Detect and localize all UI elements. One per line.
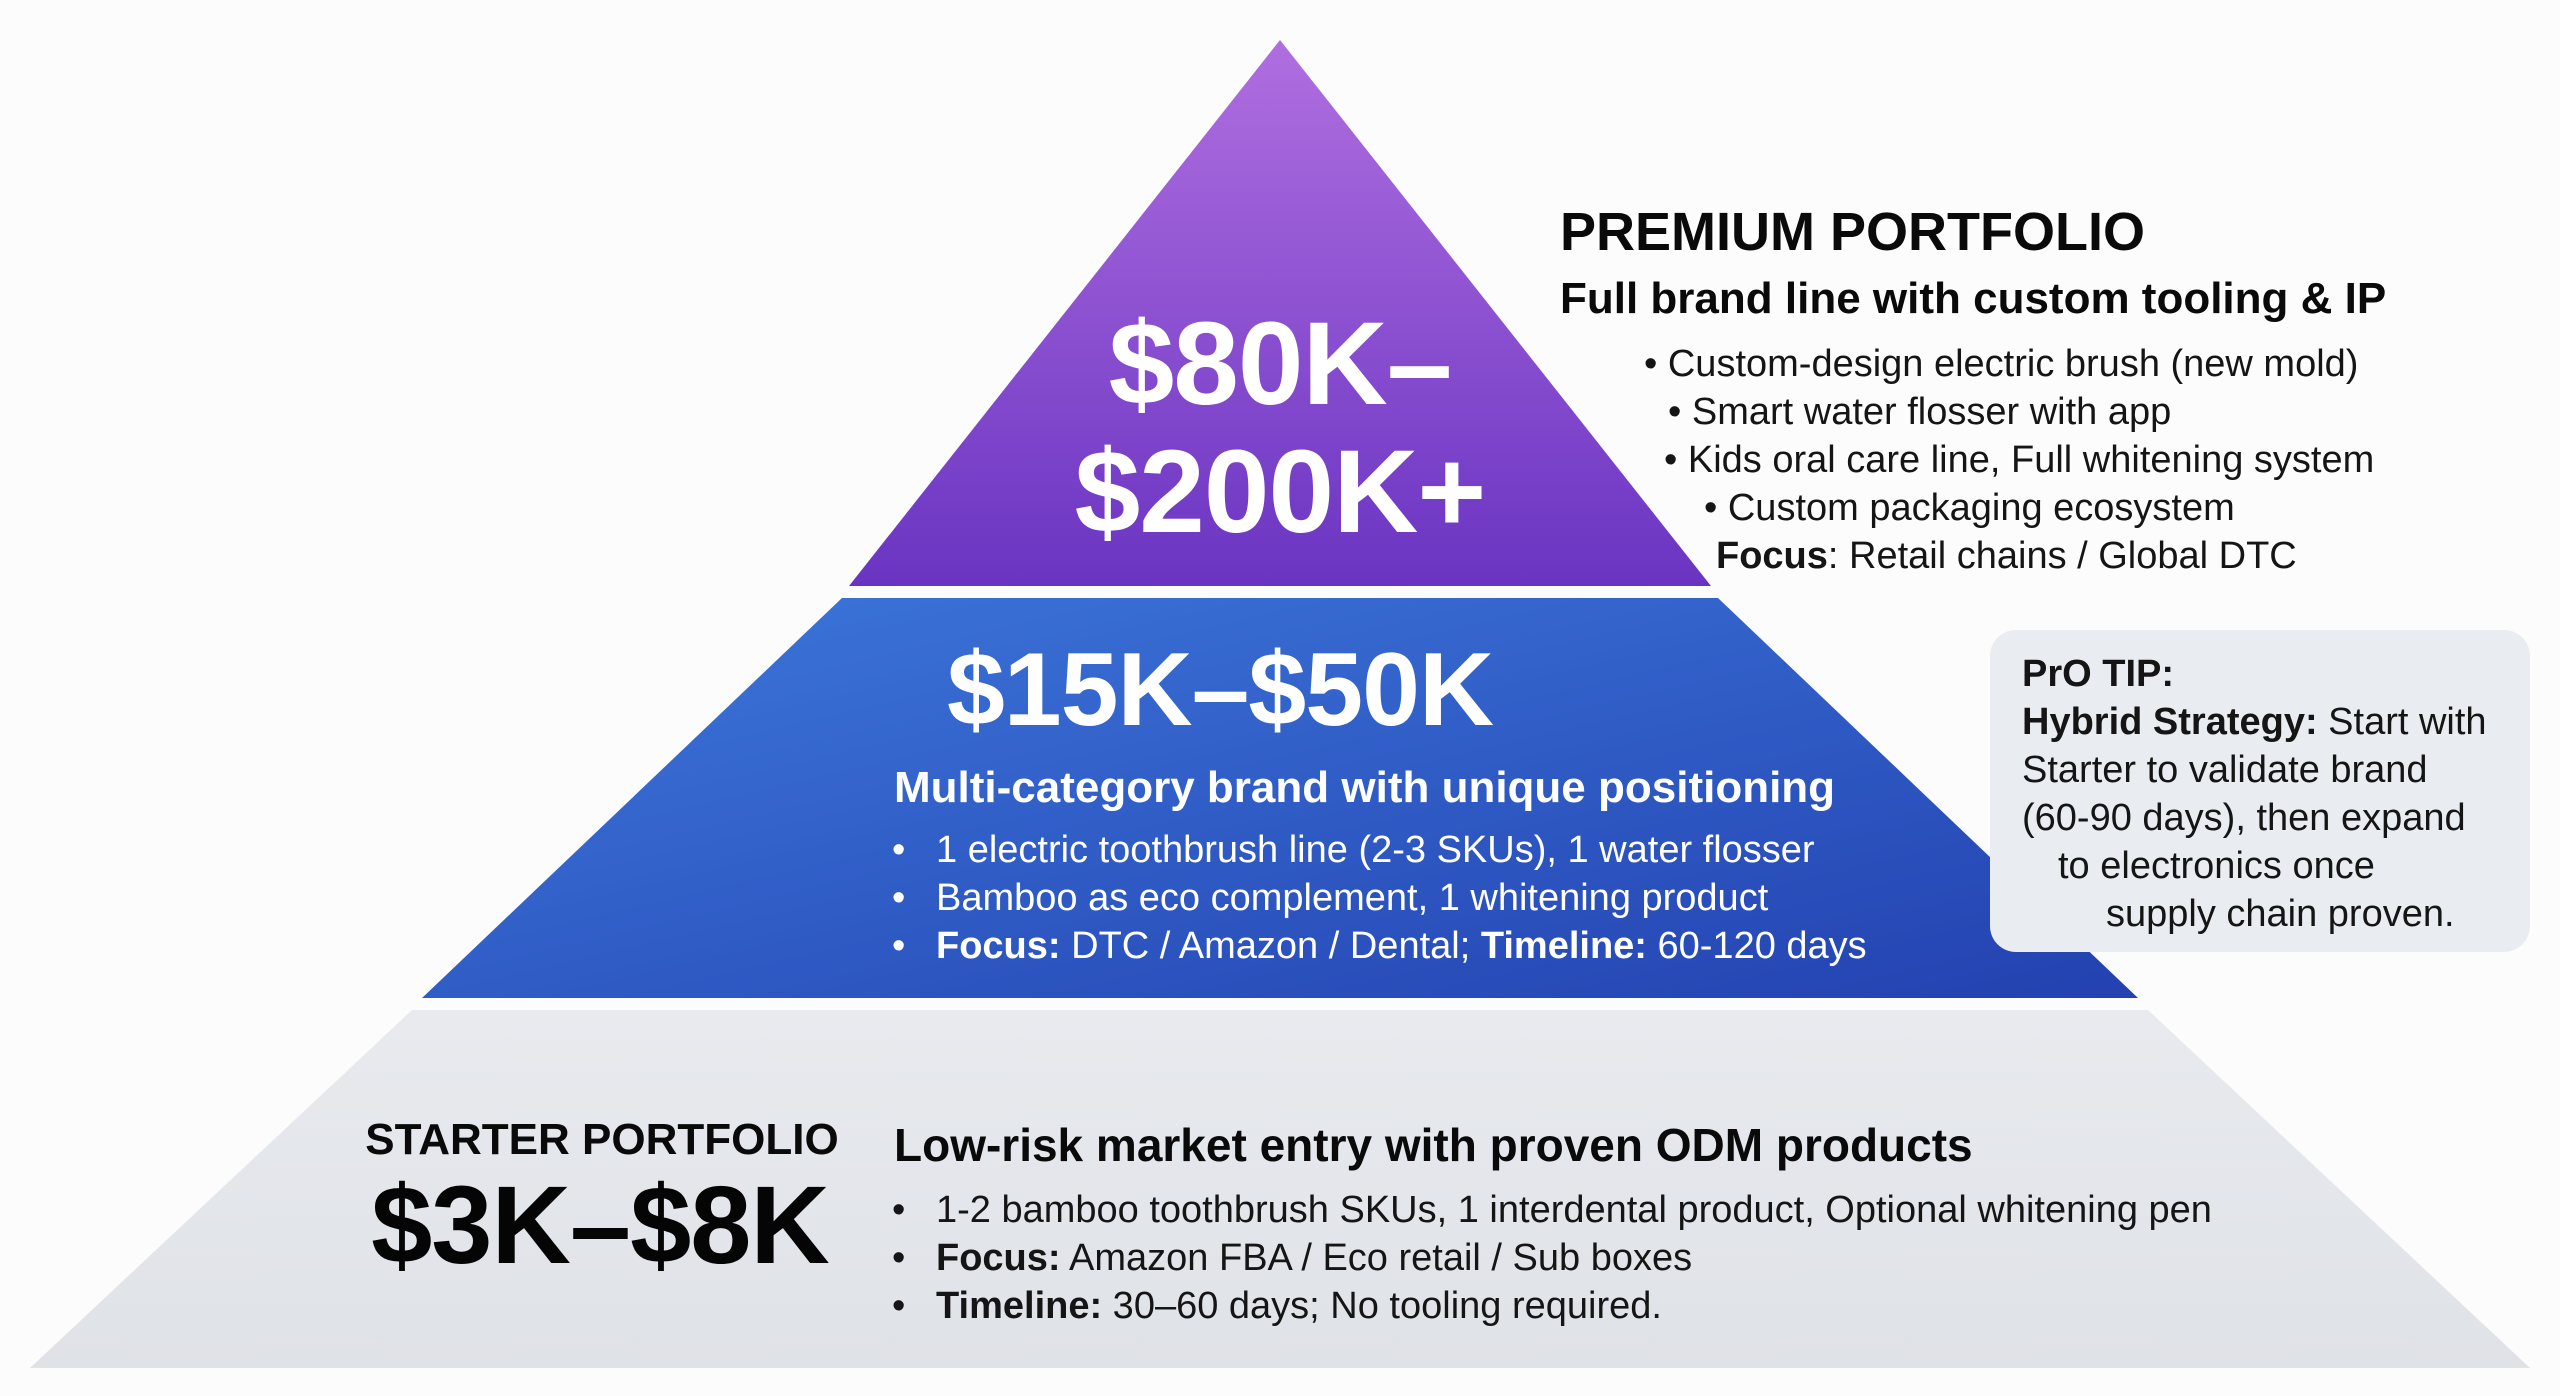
premium-item: • Smart water flosser with app <box>1668 391 2172 433</box>
starter-label: STARTER PORTFOLIO <box>365 1115 839 1164</box>
pro-tip-line: (60-90 days), then expand <box>2022 797 2466 839</box>
premium-price: $80K– $200K+ <box>980 300 1580 556</box>
premium-subtitle: Full brand line with custom tooling & IP <box>1560 274 2387 323</box>
middle-list: 1 electric toothbrush line (2-3 SKUs), 1… <box>892 826 1867 970</box>
middle-item: 1 electric toothbrush line (2-3 SKUs), 1… <box>892 826 1867 874</box>
starter-subtitle: Low-risk market entry with proven ODM pr… <box>894 1119 1973 1171</box>
middle-item: Bamboo as eco complement, 1 whitening pr… <box>892 874 1867 922</box>
premium-focus-label: Focus <box>1716 535 1828 577</box>
pro-tip-text: Start with <box>2317 701 2487 743</box>
pro-tip-title: PrO TIP: <box>2022 653 2175 695</box>
premium-item: • Custom-design electric brush (new mold… <box>1644 343 2359 385</box>
starter-price: $3K–$8K <box>371 1164 830 1287</box>
middle-focus-label: Focus: <box>936 925 1061 967</box>
starter-item: Timeline: 30–60 days; No tooling require… <box>892 1282 2212 1330</box>
premium-item: • Kids oral care line, Full whitening sy… <box>1664 439 2375 481</box>
premium-focus-text: : Retail chains / Global DTC <box>1827 535 2297 577</box>
middle-item-text: Bamboo as eco complement, 1 whitening pr… <box>936 877 1769 919</box>
starter-item: Focus: Amazon FBA / Eco retail / Sub box… <box>892 1234 2212 1282</box>
middle-price: $15K–$50K <box>946 632 1494 748</box>
pro-tip-line: supply chain proven. <box>2106 893 2455 935</box>
premium-portfolio-description: PREMIUM PORTFOLIO Full brand line with c… <box>1560 200 2460 328</box>
starter-timeline-text: 30–60 days; No tooling required. <box>1102 1285 1662 1327</box>
starter-item: 1-2 bamboo toothbrush SKUs, 1 interdenta… <box>892 1186 2212 1234</box>
pro-tip-line: to electronics once <box>2058 845 2375 887</box>
starter-focus-label: Focus: <box>936 1237 1061 1279</box>
middle-focus-text: DTC / Amazon / Dental; <box>1060 925 1481 967</box>
starter-focus-text: Amazon FBA / Eco retail / Sub boxes <box>1060 1237 1693 1279</box>
premium-focus: Focus: Retail chains / Global DTC <box>1716 532 2297 580</box>
pro-tip-line: Starter to validate brand <box>2022 749 2428 791</box>
middle-timeline-label: Timeline: <box>1480 925 1647 967</box>
middle-item: Focus: DTC / Amazon / Dental; Timeline: … <box>892 922 1867 970</box>
starter-item-text: 1-2 bamboo toothbrush SKUs, 1 interdenta… <box>936 1189 2212 1231</box>
premium-price-line1: $80K– <box>1108 298 1453 430</box>
premium-item: • Custom packaging ecosystem <box>1704 487 2235 529</box>
top-tier <box>849 40 1711 586</box>
starter-list: 1-2 bamboo toothbrush SKUs, 1 interdenta… <box>892 1186 2212 1330</box>
premium-title: PREMIUM PORTFOLIO <box>1560 202 2145 262</box>
middle-subtitle: Multi-category brand with unique positio… <box>894 763 1836 812</box>
starter-timeline-label: Timeline: <box>936 1285 1103 1327</box>
premium-price-line2: $200K+ <box>1074 426 1487 558</box>
middle-timeline-text: 60-120 days <box>1646 925 1867 967</box>
middle-item-text: 1 electric toothbrush line (2-3 SKUs), 1… <box>936 829 1815 871</box>
pro-tip-box: PrO TIP: Hybrid Strategy: Start with Sta… <box>1990 630 2530 952</box>
pro-tip-strategy-label: Hybrid Strategy: <box>2022 701 2318 743</box>
pro-tip-line: Hybrid Strategy: Start with <box>2022 698 2530 746</box>
